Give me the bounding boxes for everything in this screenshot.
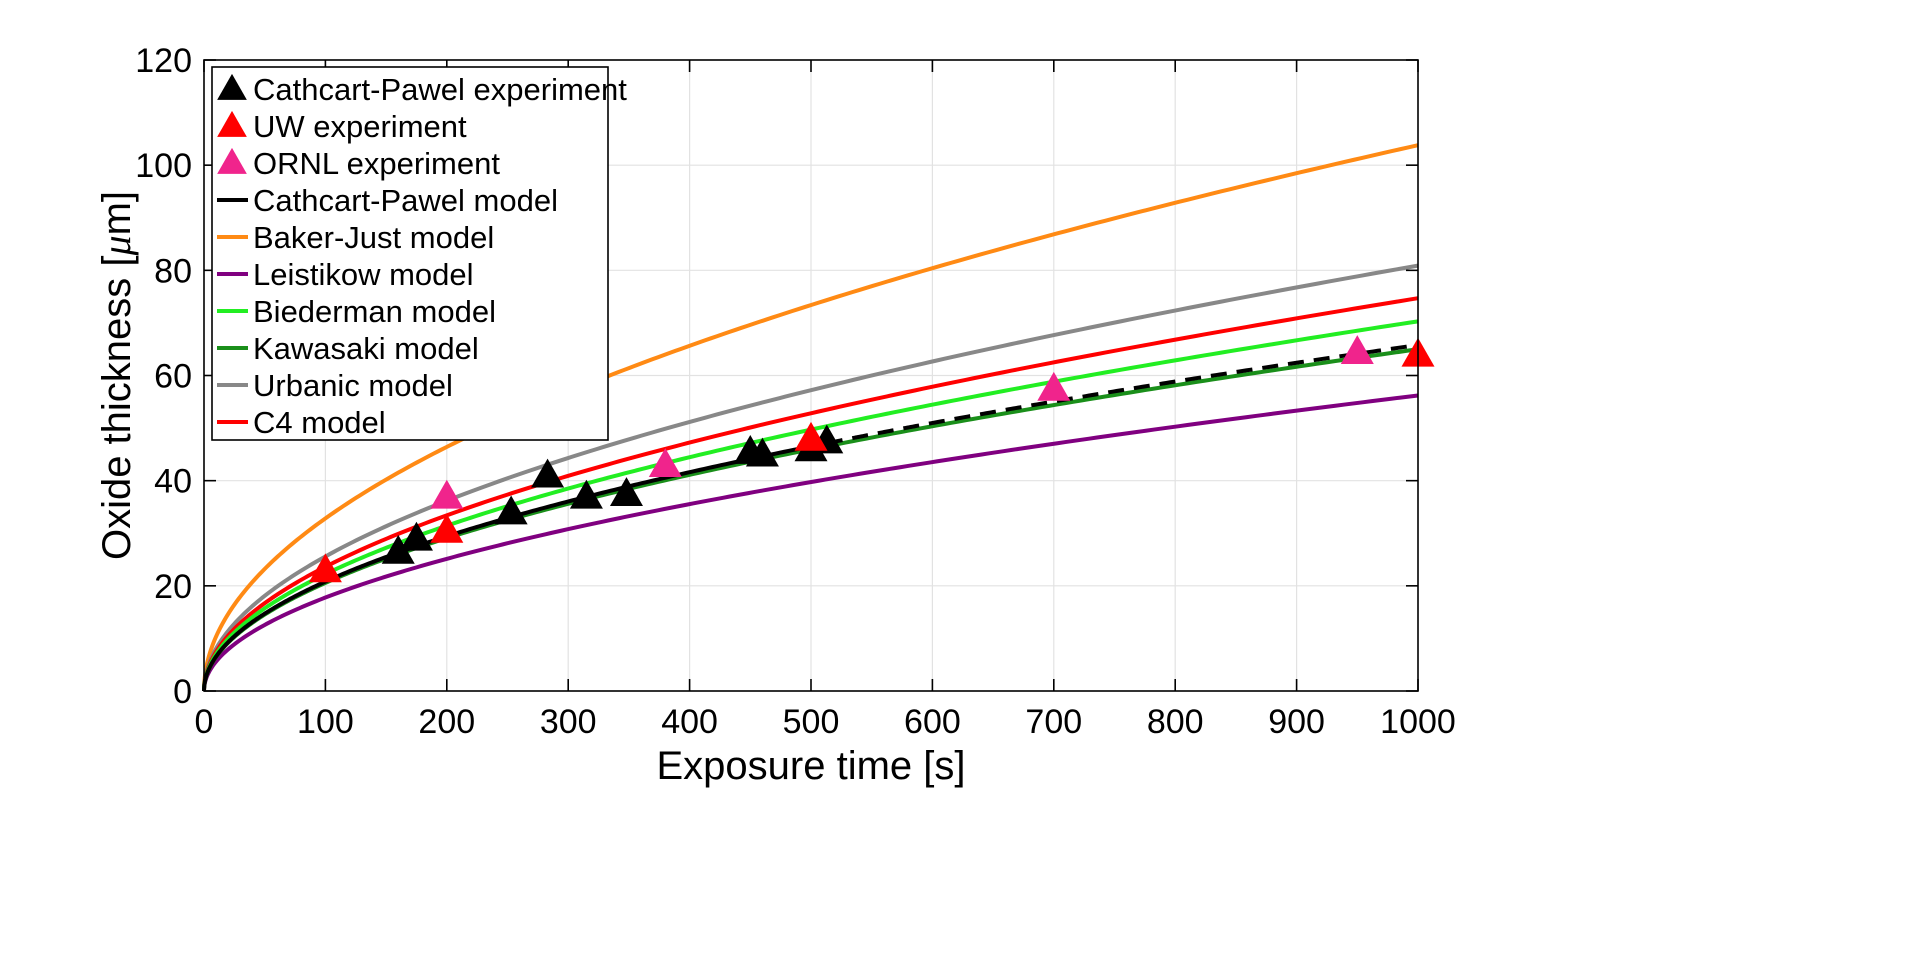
y-tick-label-0: 0 <box>173 673 192 711</box>
legend-marker-uw-experiment <box>217 110 247 137</box>
experiment-markers <box>308 335 1435 583</box>
legend-label-uw-experiment: UW experiment <box>253 109 467 144</box>
x-tick-label-200: 200 <box>418 703 475 741</box>
curve-cathcart-pawel-model <box>202 441 828 692</box>
y-axis-label-mu: μ <box>94 235 139 256</box>
legend-label-biederman-model: Biederman model <box>253 294 496 329</box>
x-axis-label: Exposure time [s] <box>656 744 965 788</box>
curve-c4-model <box>202 296 1419 692</box>
legend-label-urbanic-model: Urbanic model <box>253 368 453 403</box>
x-tick-label-0: 0 <box>195 703 214 741</box>
x-tick-label-1000: 1000 <box>1380 703 1456 741</box>
y-tick-label-80: 80 <box>154 252 192 290</box>
marker-cathcart-pawel-experiment-0 <box>381 534 415 564</box>
legend-label-cathcart-pawel-model: Cathcart-Pawel model <box>253 183 558 218</box>
x-tick-label-100: 100 <box>297 703 354 741</box>
x-tick-label-500: 500 <box>783 703 840 741</box>
legend-label-kawasaki-model: Kawasaki model <box>253 331 479 366</box>
y-tick-labels: 0 20 40 60 80 100 120 <box>135 42 192 711</box>
marker-uw-experiment-0 <box>308 553 342 583</box>
x-tick-label-700: 700 <box>1025 703 1082 741</box>
legend-label-c4-model: C4 model <box>253 405 386 440</box>
marker-ornl-experiment-1 <box>648 448 682 478</box>
y-tick-label-20: 20 <box>154 568 192 606</box>
marker-cathcart-pawel-experiment-1 <box>399 521 433 551</box>
legend-label-leistikow-model: Leistikow model <box>253 257 474 292</box>
marker-cathcart-pawel-experiment-7 <box>745 437 779 467</box>
legend-box <box>211 66 609 441</box>
marker-cathcart-pawel-experiment-3 <box>531 458 565 488</box>
x-tick-labels: 0 100 200 300 400 500 600 700 800 900 1000 <box>195 703 1456 741</box>
marker-cathcart-pawel-experiment-2 <box>494 495 528 525</box>
marker-uw-experiment-1 <box>430 513 464 543</box>
legend-label-baker-just-model: Baker-Just model <box>253 220 494 255</box>
y-tick-label-100: 100 <box>135 147 192 185</box>
y-tick-label-40: 40 <box>154 463 192 501</box>
legend-label-cathcart-pawel-experiment: Cathcart-Pawel experiment <box>253 72 627 107</box>
x-tick-label-400: 400 <box>661 703 718 741</box>
legend-label-ornl-experiment: ORNL experiment <box>253 146 500 181</box>
marker-ornl-experiment-0 <box>430 479 464 509</box>
marker-ornl-experiment-2 <box>1037 371 1071 401</box>
y-axis-label-suffix: m] <box>95 191 139 235</box>
legend-marker-cathcart-pawel-experiment <box>217 73 247 100</box>
x-tick-label-800: 800 <box>1147 703 1204 741</box>
marker-cathcart-pawel-experiment-5 <box>609 477 643 506</box>
legend-marker-ornl-experiment <box>217 147 247 174</box>
y-axis-label-prefix: Oxide thickness [ <box>95 255 139 560</box>
x-tick-label-600: 600 <box>904 703 961 741</box>
x-tick-label-300: 300 <box>540 703 597 741</box>
curve-leistikow-model <box>202 393 1419 692</box>
y-tick-label-60: 60 <box>154 358 192 396</box>
marker-ornl-experiment-3 <box>1340 335 1374 364</box>
y-tick-label-120: 120 <box>135 42 192 80</box>
curve-cathcart-pawel-model-extension <box>826 343 1419 446</box>
x-tick-label-900: 900 <box>1268 703 1325 741</box>
marker-cathcart-pawel-experiment-4 <box>569 479 603 509</box>
marker-uw-experiment-2 <box>794 421 828 451</box>
y-axis-label: Oxide thickness [μm] <box>94 191 139 560</box>
curve-urbanic-model <box>202 263 1419 692</box>
